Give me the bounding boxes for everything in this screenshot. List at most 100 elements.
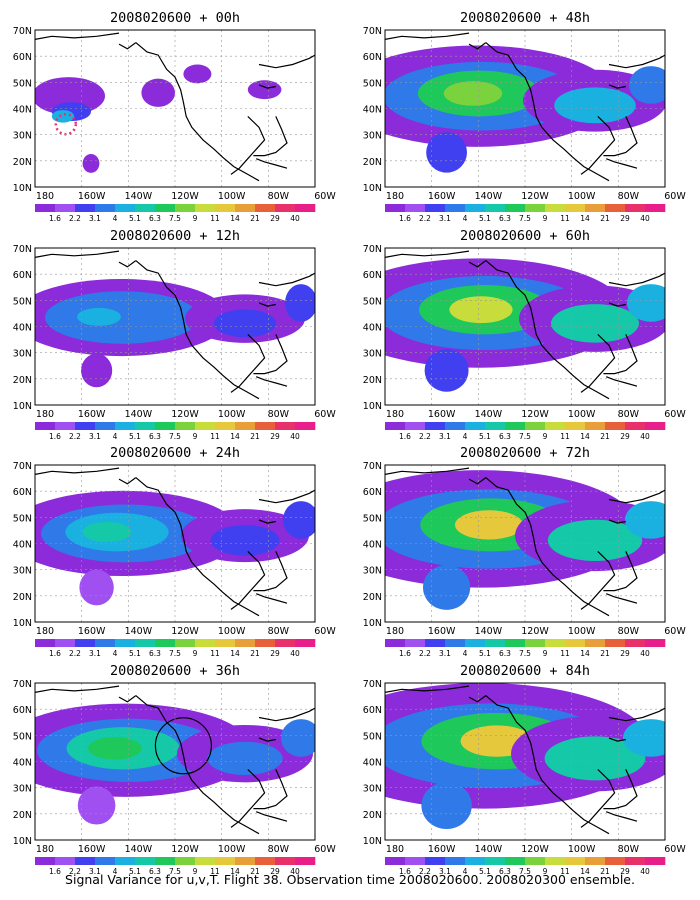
colorbar-swatch [485,639,506,647]
colorbar-swatch [445,422,466,430]
colorbar-label: 29 [270,214,280,223]
colorbar-swatch [35,422,56,430]
variance-contour [51,110,75,123]
lon-tick-label: 100W [218,409,246,420]
variance-contour [554,87,636,124]
coastline [230,768,266,828]
colorbar-swatch [95,857,116,865]
colorbar-label: 5.1 [129,214,141,223]
colorbar-label: 21 [600,214,610,223]
colorbar-swatch [275,204,296,212]
coastline [258,737,276,742]
lat-tick-label: 50N [363,296,382,307]
colorbar-swatch [405,204,426,212]
colorbar-label: 14 [580,867,590,876]
colorbar-swatch [385,639,406,647]
lat-tick-label: 60N [363,270,382,281]
colorbar-swatch [55,422,76,430]
lat-tick-label: 70N [13,461,32,472]
colorbar-label: 7.5 [519,214,531,223]
lon-tick-label: 140W [125,191,153,202]
lat-tick-label: 60N [363,487,382,498]
colorbar-swatch [645,639,666,647]
colorbar-label: 9 [193,649,198,658]
colorbar-swatch [645,204,666,212]
colorbar-label: 14 [580,214,590,223]
lon-tick-label: 180 [386,409,404,420]
lon-tick-label: 120W [521,409,549,420]
lat-tick-label: 10N [13,183,32,194]
colorbar-swatch [255,204,276,212]
lat-tick-label: 30N [13,566,32,577]
variance-field [35,64,282,173]
colorbar-label: 6.3 [149,867,161,876]
lon-tick-label: 140W [475,626,503,637]
lat-tick-label: 10N [363,618,382,629]
colorbar-label: 14 [230,867,240,876]
colorbar-swatch [115,422,136,430]
lon-tick-label: 160W [428,844,456,855]
lat-tick-label: 30N [13,131,32,142]
colorbar-label: 3.1 [89,649,101,658]
panel-title: 2008020600 + 00h [110,10,240,26]
coastline [468,695,487,703]
colorbar-swatch [215,422,236,430]
coastline [608,489,666,504]
colorbar-label: 11 [560,214,570,223]
coastline [253,116,288,157]
map-panel: 2008020600 + 84h 70N 60N 50N 40N 30N 20N 10N 180… [363,663,687,876]
coastline [258,272,316,287]
coastline [258,519,276,524]
panel-frame [34,247,316,406]
coastline [580,333,616,393]
colorbar-label: 5.1 [129,649,141,658]
colorbar-label: 5.1 [479,649,491,658]
colorbar-label: 9 [543,432,548,441]
coastline [230,550,266,610]
colorbar-label: 3.1 [439,432,451,441]
lon-tick-label: 180 [386,626,404,637]
flight-track [54,112,78,136]
panel-frame [34,29,316,188]
variance-contour [247,80,282,100]
coastline [258,489,316,504]
colorbar-swatch [75,857,96,865]
colorbar-label: 2.2 [419,432,431,441]
variance-contour [81,353,113,388]
colorbar-swatch [485,857,506,865]
colorbar-swatch [605,422,626,430]
variance-field [385,258,665,392]
coastline [580,115,616,175]
colorbar-swatch [155,857,176,865]
coastline [485,477,610,617]
lat-tick-label: 10N [363,836,382,847]
variance-contour [544,736,646,781]
colorbar-swatch [195,204,216,212]
variance-contour [424,349,469,392]
colorbar-label: 21 [600,432,610,441]
lat-tick-label: 10N [13,618,32,629]
colorbar-swatch [195,857,216,865]
lon-tick-label: 80W [618,844,640,855]
variance-contour [141,78,175,107]
lon-tick-label: 120W [171,409,199,420]
lon-tick-label: 80W [618,409,640,420]
variance-contour [285,284,315,322]
panel-title: 2008020600 + 12h [110,228,240,244]
colorbar-label: 3.1 [439,649,451,658]
colorbar-swatch [525,639,546,647]
coastline [230,333,266,393]
lon-tick-label: 60W [314,409,336,420]
coastline [608,302,626,307]
lat-tick-label: 40N [13,540,32,551]
coastline [384,32,470,40]
colorbar-label: 3.1 [89,214,101,223]
coastline [135,695,260,835]
coastline [255,811,288,822]
lat-tick-label: 20N [13,157,32,168]
colorbar-swatch [175,857,196,865]
variance-contour [77,786,116,825]
colorbar-swatch [585,204,606,212]
map-panel: 2008020600 + 24h 70N 60N 50N 40N 30N 20N 10N 180… [13,445,337,658]
panel-title: 2008020600 + 24h [110,445,240,461]
